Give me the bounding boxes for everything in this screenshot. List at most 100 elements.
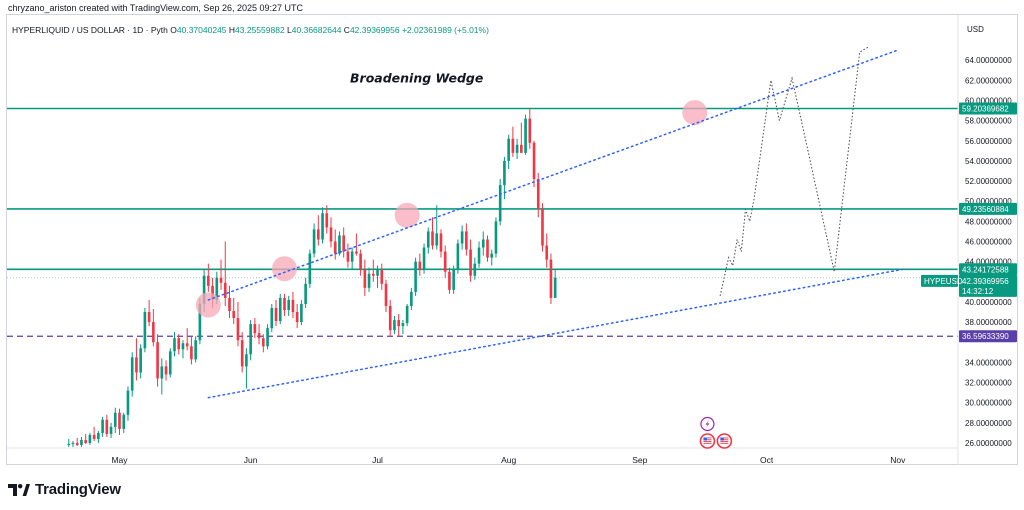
candle-down — [486, 239, 489, 258]
candle-up — [202, 275, 206, 304]
candle-down — [185, 343, 189, 347]
candle-down — [371, 273, 375, 276]
candle-down — [355, 251, 358, 254]
candle-up — [435, 233, 439, 246]
symbol-title[interactable]: HYPERLIQUID / US DOLLAR · 1D · Pyth — [12, 25, 168, 35]
candle-down — [190, 346, 193, 360]
candle-up — [426, 231, 430, 248]
candle-down — [549, 259, 553, 298]
candle-up — [414, 261, 417, 292]
candle-down — [219, 277, 223, 283]
flag-stripe — [720, 439, 729, 441]
candle-up — [173, 338, 176, 352]
tradingview-brand-text: TradingView — [35, 481, 121, 498]
candle-up — [249, 324, 252, 355]
candle-down — [380, 269, 384, 284]
tradingview-logo-icon — [8, 483, 30, 496]
candle-up — [97, 432, 100, 439]
candle-down — [469, 249, 472, 276]
candle-up — [312, 229, 316, 254]
candle-down — [105, 419, 109, 434]
y-tick-label: 64.00000000 — [965, 56, 1012, 65]
y-tick-label: 48.00000000 — [965, 217, 1012, 226]
candle-down — [465, 231, 468, 250]
low-label: L — [287, 25, 292, 35]
flag-canton — [703, 437, 707, 441]
candle-up — [270, 307, 274, 329]
x-tick-label: Jul — [372, 455, 383, 465]
flag-stripe — [720, 442, 729, 444]
candle-down — [257, 333, 261, 339]
candle-up — [477, 247, 481, 264]
level-price-tag-bg — [959, 263, 1017, 276]
candle-down — [418, 261, 422, 270]
candle-up — [198, 303, 202, 341]
level-price-tag-bg — [959, 102, 1017, 115]
y-tick-label: 26.00000000 — [965, 439, 1012, 448]
ohlc-legend: HYPERLIQUID / US DOLLAR · 1D · Pyth O40.… — [12, 25, 489, 35]
plot-area — [7, 46, 958, 447]
candle-down — [232, 311, 236, 319]
candle-up — [498, 185, 502, 222]
chart-frame — [6, 14, 1018, 465]
candle-down — [541, 209, 544, 246]
candle-up — [245, 354, 248, 367]
countdown-tag: 14:32:12 — [962, 287, 994, 296]
candle-up — [194, 340, 197, 360]
candle-up — [109, 426, 113, 434]
candle-up — [101, 419, 104, 433]
level-price-tag: 43.24172588 — [962, 265, 1009, 274]
y-tick-label: 50.00000000 — [965, 197, 1012, 206]
candlestick-chart[interactable]: 26.00000000 28.00000000 30.00000000 32.0000… — [0, 0, 1024, 470]
highlight-circle — [394, 202, 420, 228]
candle-down — [135, 357, 138, 373]
flag-field — [703, 437, 712, 445]
open-value: 40.37040245 — [176, 25, 227, 35]
level-price-tag: 59.20369682 — [962, 104, 1009, 113]
change-value: +2.02361989 (+5.01%) — [401, 25, 489, 35]
y-tick-label: 32.00000000 — [965, 379, 1012, 388]
candle-up — [126, 390, 130, 415]
candle-up — [367, 273, 371, 288]
tradingview-logo[interactable]: TradingView — [8, 481, 121, 498]
candle-up — [71, 442, 75, 444]
candle-up — [515, 144, 519, 153]
y-tick-label: 38.00000000 — [965, 318, 1012, 327]
candle-down — [274, 307, 278, 322]
low-value: 40.36682644 — [291, 25, 342, 35]
candle-down — [397, 320, 400, 327]
currency-label[interactable]: USD — [967, 25, 984, 34]
candle-up — [422, 247, 426, 270]
candle-up — [160, 366, 164, 379]
candle-up — [300, 303, 303, 323]
candle-up — [553, 277, 557, 298]
candle-down — [118, 412, 121, 429]
candle-up — [308, 253, 312, 284]
x-tick-label: Aug — [501, 455, 516, 465]
candle-up — [350, 251, 354, 262]
highlight-circle — [271, 256, 297, 282]
candle-up — [481, 239, 485, 248]
candle-down — [177, 338, 181, 350]
candle-down — [291, 299, 295, 313]
candle-down — [211, 285, 214, 300]
flag-stripe — [720, 441, 729, 442]
candle-up — [168, 351, 172, 375]
candle-up — [460, 231, 464, 244]
candle-up — [67, 443, 71, 445]
flag-stripe — [703, 442, 712, 444]
candle-down — [325, 213, 329, 228]
candle-down — [316, 229, 320, 240]
candle-up — [122, 414, 126, 429]
flag-canton — [720, 437, 724, 441]
candle-down — [228, 297, 231, 312]
candle-up — [524, 118, 527, 153]
candle-up — [393, 320, 396, 331]
candle-down — [295, 312, 299, 323]
symbol-tag: HYPEUSD — [924, 277, 963, 286]
high-value: 43.25559882 — [235, 25, 285, 35]
support-price-tag: 36.59633390 — [962, 332, 1009, 341]
candle-down — [346, 251, 350, 262]
candle-up — [278, 297, 282, 322]
candle-up — [452, 269, 455, 290]
